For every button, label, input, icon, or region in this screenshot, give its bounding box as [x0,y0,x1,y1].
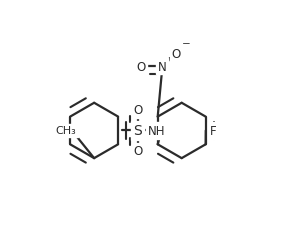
Text: S: S [133,124,142,138]
Text: O: O [133,145,142,158]
Text: −: − [182,39,191,49]
Text: O: O [172,48,181,61]
Text: CH₃: CH₃ [55,126,76,136]
Text: N: N [158,60,166,73]
Text: O: O [136,60,145,73]
Text: +: + [167,53,175,62]
Text: F: F [210,125,216,137]
Text: O: O [133,104,142,117]
Text: NH: NH [148,125,165,137]
